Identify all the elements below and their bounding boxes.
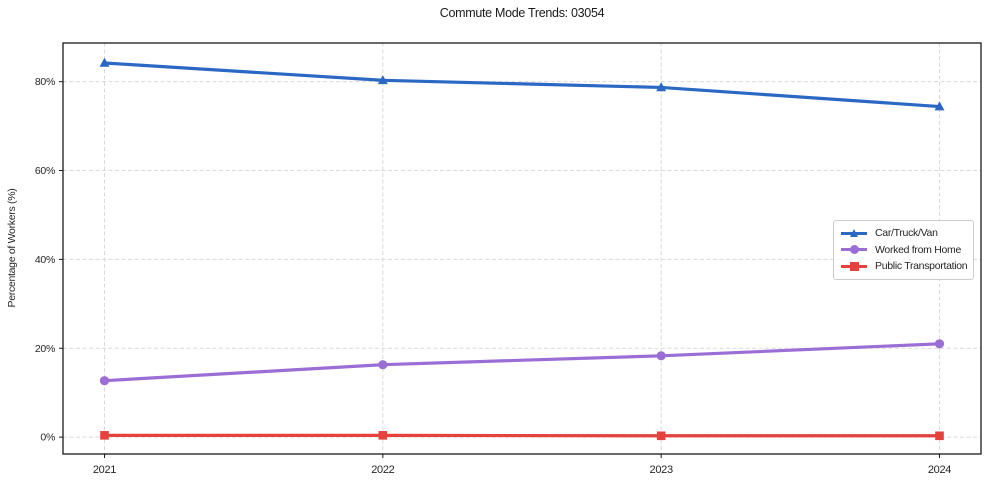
legend-swatch (841, 228, 867, 238)
legend-label: Car/Truck/Van (875, 227, 938, 240)
data-point-marker-triangle (377, 75, 388, 85)
y-tick-label: 40% (35, 254, 55, 266)
data-point-marker-triangle (656, 82, 667, 92)
square-marker-icon (850, 261, 859, 271)
data-point-marker-square (656, 431, 666, 441)
legend-item: Public Transportation (841, 258, 968, 275)
chart-title: Commute Mode Trends: 03054 (439, 6, 605, 20)
x-tick-label: 2022 (371, 464, 394, 476)
legend-swatch (841, 261, 867, 271)
y-axis-label: Percentage of Workers (%) (6, 188, 18, 308)
data-point-marker-square (378, 431, 388, 440)
data-point-marker-square (935, 431, 944, 441)
series-line-car-truck-van (102, 61, 942, 109)
data-point-marker-circle (656, 351, 666, 361)
y-tick-label: 0% (40, 432, 55, 444)
x-tick-label: 2024 (928, 464, 951, 476)
y-tick-label: 80% (35, 76, 55, 88)
data-point-marker-triangle (934, 101, 945, 111)
legend-label: Worked from Home (875, 243, 962, 256)
y-tick-label: 60% (35, 165, 55, 177)
chart-legend: Car/Truck/Van Worked from Home Public Tran… (833, 220, 974, 280)
data-point-marker-square (100, 431, 109, 440)
x-tick-label: 2023 (650, 464, 673, 476)
axes-frame (62, 42, 982, 455)
series-line-worked-from-home (102, 342, 942, 383)
y-tick-label: 20% (35, 343, 55, 355)
legend-item: Worked from Home (841, 242, 967, 259)
data-point-marker-triangle (99, 57, 110, 67)
legend-label: Public Transportation (875, 260, 968, 273)
legend-item: Car/Truck/Van (841, 225, 967, 242)
legend-swatch (841, 245, 867, 255)
data-point-marker-circle (99, 376, 110, 386)
triangle-marker-icon (850, 228, 858, 237)
data-point-marker-circle (934, 339, 945, 349)
data-point-marker-circle (378, 360, 388, 370)
x-tick-label: 2021 (93, 464, 116, 476)
circle-marker-icon (850, 245, 859, 255)
